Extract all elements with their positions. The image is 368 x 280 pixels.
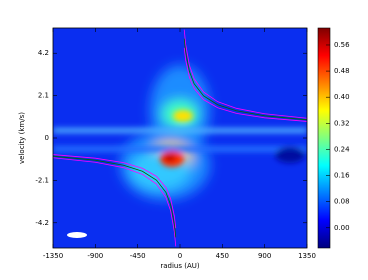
x-tick-label: -1350 <box>43 252 63 260</box>
colorbar-tick-label: 0.24 <box>334 145 350 153</box>
y-axis-label: velocity (km/s) <box>18 112 26 164</box>
emission-map <box>53 28 307 248</box>
x-tick-label: -450 <box>130 252 146 260</box>
x-tick-label: -900 <box>87 252 103 260</box>
x-tick-label: 1350 <box>298 252 316 260</box>
colorbar-tick-label: 0.40 <box>334 93 350 101</box>
colorbar-tick-label: 0.08 <box>334 198 350 206</box>
curve <box>53 38 307 238</box>
beam <box>67 232 87 238</box>
y-tick-label: 2.1 <box>38 92 49 100</box>
curve <box>53 47 307 229</box>
y-tick-label: -2.1 <box>35 176 49 184</box>
colorbar-tick-label: 0.48 <box>334 67 350 75</box>
y-tick-label: -4.2 <box>35 219 49 227</box>
y-tick-label: 0 <box>45 134 49 142</box>
curve <box>53 29 307 247</box>
colorbar-tick-label: 0.00 <box>334 224 350 232</box>
colorbar <box>317 27 331 249</box>
x-tick-label: 450 <box>216 252 229 260</box>
colorbar-tick-label: 0.56 <box>334 41 350 49</box>
x-tick-label: 900 <box>258 252 271 260</box>
x-tick-label: 0 <box>178 252 182 260</box>
colorbar-tick-label: 0.32 <box>334 119 350 127</box>
y-tick-label: 4.2 <box>38 49 49 57</box>
x-axis-label: radius (AU) <box>160 262 200 270</box>
colorbar-tick-label: 0.16 <box>334 172 350 180</box>
